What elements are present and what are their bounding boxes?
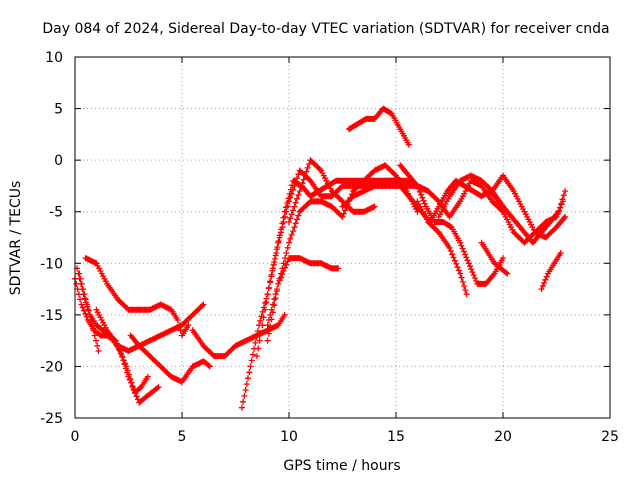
x-axis-label: GPS time / hours: [283, 458, 400, 474]
x-tick-label: 10: [280, 429, 298, 445]
series-track-20: [538, 250, 564, 293]
series-markers: [264, 255, 342, 344]
series-markers: [238, 177, 569, 411]
series-markers: [478, 239, 511, 277]
axis-ticks: 0 5 10 15 20 25 -25 -20 -15 -10 -5 0 5 10: [40, 50, 619, 445]
series-track-15: [397, 162, 506, 287]
series-markers: [489, 172, 569, 241]
x-tick-label: 20: [494, 429, 512, 445]
grid-lines: [75, 57, 610, 418]
x-tick-label: 0: [71, 429, 80, 445]
series-track-6: [127, 332, 213, 385]
series-markers: [414, 198, 470, 298]
series-markers: [76, 270, 102, 354]
y-tick-label: 10: [45, 50, 63, 66]
series-track-11: [264, 255, 342, 344]
series-markers: [345, 105, 412, 148]
y-tick-label: 5: [54, 102, 63, 118]
chart-title: Day 084 of 2024, Sidereal Day-to-day VTE…: [42, 21, 609, 37]
series-track-8: [238, 177, 569, 411]
series-track-18: [478, 239, 511, 277]
y-tick-label: -5: [49, 205, 63, 221]
x-tick-label: 15: [387, 429, 405, 445]
series-markers: [93, 301, 207, 354]
series-track-19: [489, 172, 569, 241]
series-markers: [397, 162, 506, 287]
series-track-4: [82, 255, 192, 339]
y-tick-label: -10: [40, 256, 63, 272]
x-tick-label: 5: [178, 429, 187, 445]
series-track-3: [76, 270, 102, 354]
x-tick-label: 25: [601, 429, 619, 445]
y-axis-label: SDTVAR / TECUs: [8, 181, 24, 296]
series-markers: [127, 332, 213, 385]
plot-frame: [74, 56, 611, 419]
series-markers: [82, 255, 192, 339]
series-markers: [74, 265, 151, 396]
series-markers: [538, 250, 564, 293]
y-tick-label: -15: [40, 308, 63, 324]
series-track-14: [345, 105, 412, 148]
series-markers: [435, 172, 506, 220]
y-tick-label: -20: [40, 359, 63, 375]
series-track-17: [435, 172, 506, 220]
y-tick-label: -25: [40, 411, 63, 427]
series-track-16: [414, 198, 470, 298]
data-points: [72, 105, 569, 411]
series-track-5: [93, 301, 207, 354]
y-tick-label: 0: [54, 153, 63, 169]
series-track-2: [74, 265, 151, 396]
